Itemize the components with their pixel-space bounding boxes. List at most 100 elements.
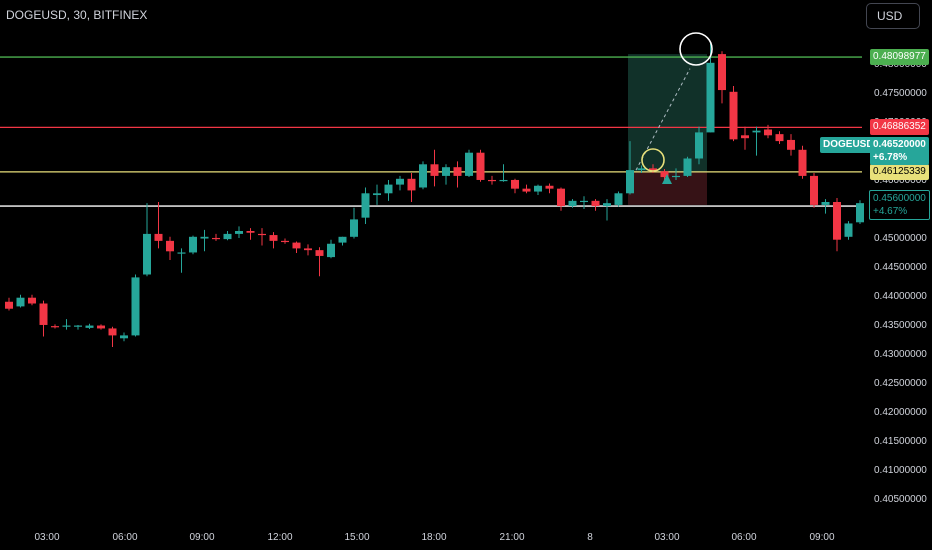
candle-down <box>775 134 784 142</box>
x-tick-label: 8 <box>587 532 593 543</box>
candle-up <box>74 325 82 327</box>
candle-down <box>810 175 818 205</box>
candle-up <box>672 175 680 178</box>
x-tick-label: 06:00 <box>731 532 756 543</box>
x-tick-label: 03:00 <box>654 532 679 543</box>
buy-arrow-icon <box>662 174 672 184</box>
candle-down <box>315 250 324 256</box>
x-tick-label: 09:00 <box>809 532 834 543</box>
candle-up <box>62 325 71 327</box>
candle-up <box>534 185 542 192</box>
candle-up <box>706 62 715 133</box>
candle-up <box>177 252 186 254</box>
candle-down <box>97 325 105 329</box>
y-tick-label: 0.42000000 <box>874 407 927 418</box>
current-price-change: +4.67% <box>873 206 908 217</box>
candle-up <box>361 193 370 218</box>
y-tick-label: 0.42500000 <box>874 378 927 389</box>
y-tick-label: 0.43500000 <box>874 320 927 331</box>
candle-down <box>304 248 312 251</box>
candle-up <box>603 203 611 207</box>
candle-down <box>833 202 841 240</box>
y-tick-label: 0.43000000 <box>874 349 927 360</box>
position-zone <box>628 54 707 205</box>
candle-down <box>430 164 439 176</box>
profit-zone <box>628 54 707 172</box>
candle-up <box>580 200 588 203</box>
candle-up <box>637 168 646 171</box>
candle-down <box>453 167 462 176</box>
candle-down <box>292 242 301 249</box>
candle-up <box>16 297 25 307</box>
candle-down <box>246 231 255 233</box>
y-tick-label: 0.45000000 <box>874 233 927 244</box>
time-axis: 03:00 06:00 09:00 12:00 15:00 18:00 21:00 8 03:0… <box>34 532 834 543</box>
candle-down <box>5 301 13 309</box>
symbol-title: DOGEUSD, 30, BITFINEX <box>6 8 148 22</box>
candle-down <box>522 188 531 192</box>
candle-down <box>488 179 496 182</box>
currency-button[interactable]: USD <box>866 3 920 29</box>
y-tick-label: 0.47500000 <box>874 88 927 99</box>
candle-down <box>557 188 565 207</box>
x-tick-label: 06:00 <box>112 532 137 543</box>
candle-down <box>269 235 278 241</box>
x-tick-label: 09:00 <box>189 532 214 543</box>
candle-up <box>384 184 393 194</box>
candle-up <box>373 193 381 196</box>
candle-down <box>166 240 174 252</box>
candle-up <box>223 233 232 240</box>
candle-down <box>660 171 669 178</box>
candle-up <box>419 164 427 188</box>
x-tick-label: 18:00 <box>421 532 446 543</box>
current-price-tag: 0.45600000 +4.67% <box>869 190 930 220</box>
candle-up <box>626 170 634 194</box>
last-price-value: 0.46520000 <box>873 139 926 150</box>
level-tag: 0.48098977 <box>870 49 929 66</box>
candle-down <box>154 233 163 241</box>
candle-up <box>200 236 209 239</box>
candle-down <box>39 303 48 325</box>
y-tick-label: 0.46000000 <box>874 175 927 186</box>
candle-up <box>442 167 450 176</box>
candle-up <box>614 193 623 205</box>
y-tick-label: 0.41000000 <box>874 465 927 476</box>
candle-down <box>729 91 738 140</box>
candle-up <box>350 219 358 237</box>
candle-up <box>499 179 508 182</box>
candle-down <box>476 152 485 180</box>
candle-down <box>281 240 289 243</box>
candle-up <box>683 158 692 176</box>
candle-up <box>465 152 473 176</box>
x-tick-label: 21:00 <box>499 532 524 543</box>
level-tag: 0.46125339 <box>870 163 929 180</box>
candle-up <box>821 202 830 205</box>
candle-up <box>327 243 335 258</box>
candle-down <box>798 149 807 176</box>
y-tick-label: 0.40500000 <box>874 494 927 505</box>
candle-down <box>718 54 726 91</box>
candle-up <box>856 203 864 223</box>
candle-up <box>189 236 197 253</box>
candle-up <box>752 130 761 133</box>
entry-circle <box>641 148 665 172</box>
candle-up <box>235 231 243 234</box>
x-tick-label: 12:00 <box>267 532 292 543</box>
candle-up <box>844 223 853 237</box>
candle-down <box>511 179 519 189</box>
candle-down <box>764 129 772 136</box>
candle-up <box>120 335 128 339</box>
y-tick-label: 0.44500000 <box>874 262 927 273</box>
candle-up <box>131 277 140 336</box>
y-tick-label: 0.41500000 <box>874 436 927 447</box>
x-tick-label: 15:00 <box>344 532 369 543</box>
candle-down <box>545 185 554 189</box>
current-price-value: 0.45600000 <box>873 193 926 204</box>
peak-circle <box>679 32 713 66</box>
candle-up <box>143 233 151 275</box>
candle-down <box>649 168 657 172</box>
candle-up <box>338 236 347 243</box>
candle-down <box>212 237 220 240</box>
level-tag: 0.46886352 <box>870 119 929 136</box>
